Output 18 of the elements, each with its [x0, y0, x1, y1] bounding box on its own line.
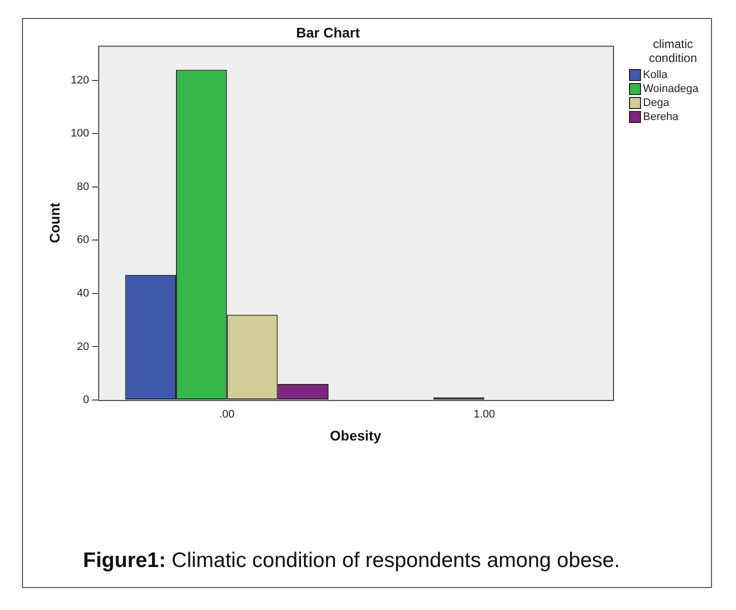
caption: Figure1: Climatic condition of respondents among obese.: [83, 549, 620, 573]
y-tick-label: 120: [70, 74, 90, 86]
x-axis-title: Obesity: [330, 427, 382, 444]
y-tick-label: 20: [76, 340, 90, 353]
y-tick-label: 60: [76, 234, 90, 246]
y-tick-label: 0: [83, 394, 90, 406]
legend-label: Dega: [643, 97, 670, 109]
y-tick-label: 80: [76, 180, 90, 193]
legend-label: Woinadega: [643, 83, 698, 95]
y-tick-label: 100: [70, 128, 90, 140]
x-tick-label: .00: [219, 408, 235, 421]
chart-title: Bar Chart: [296, 24, 360, 40]
y-axis-title: Count: [46, 202, 62, 244]
legend-label: Kolla: [643, 69, 668, 81]
legend-label: Bereha: [643, 111, 678, 123]
x-tick-label: 1.00: [474, 408, 495, 421]
legend-title: climatic condition: [648, 37, 698, 65]
y-tick-label: 40: [76, 288, 90, 300]
